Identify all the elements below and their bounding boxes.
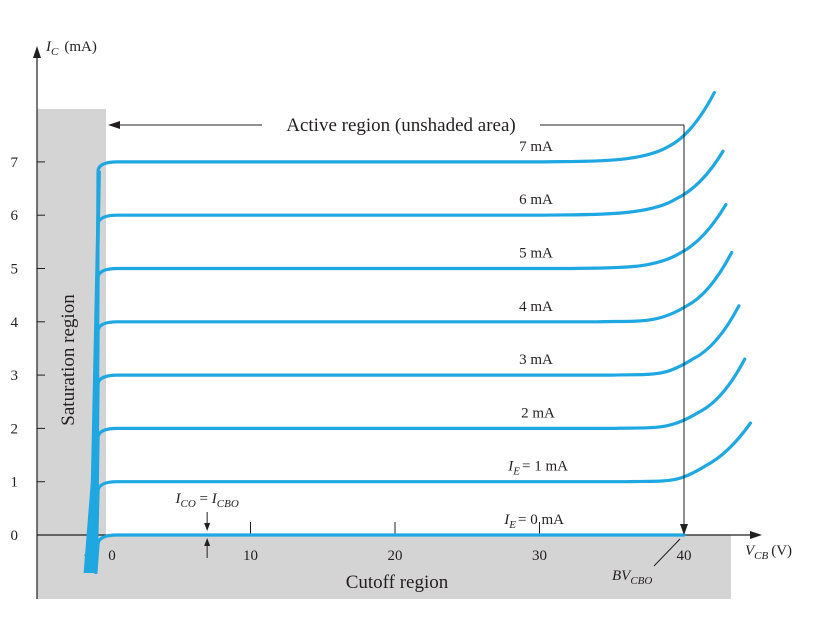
x-tick-label: 0 [108,548,116,564]
curve-label-ie-6: 6 mA [519,192,553,208]
region-shading [37,109,731,599]
curve-ie-0ma [94,533,686,574]
ico-equals: = [196,491,212,507]
ie-symbol: I [503,512,510,528]
curve-label-ie-2: 2 mA [521,405,555,421]
collector-curves [83,91,753,574]
y-tick-label: 4 [11,315,19,331]
curve-ie-4ma [94,250,734,574]
curve-ie-2ma [94,357,747,574]
curve-label-ie-7: 7 mA [519,139,553,155]
x-axis-subscript: CB [754,550,768,562]
x-axis-arrowhead [750,531,762,539]
cutoff-region-shading [37,535,731,599]
active-region-arrow-left [108,121,120,129]
ico-symbol: I [175,491,182,507]
x-tick-label: 10 [243,548,258,564]
y-tick-label: 2 [11,421,19,437]
active-region-label: Active region (unshaded area) [286,115,515,136]
bvcbo-label: BVCBO [612,568,652,587]
curve-label-ie-5: 5 mA [519,246,553,262]
cutoff-region-label: Cutoff region [346,572,449,593]
saturation-region-label: Saturation region [58,294,79,426]
saturation-curve-bundle [83,170,101,573]
bvcbo-arrow [680,524,688,535]
curve-label-value: = 1 mA [522,459,568,475]
x-axis-label: VCB (V) [745,543,792,562]
curve-label-ie-4: 4 mA [519,299,553,315]
ie-symbol: I [507,459,514,475]
curve-ie-1ma [94,421,753,574]
y-axis-symbol: I [45,39,52,55]
ie-subscript: E [508,519,516,531]
y-axis-label: IC (mA) [45,39,97,58]
curve-ie-6ma [94,149,725,574]
ico-icbo-label: ICO = ICBO [175,491,239,510]
y-tick-label: 1 [11,475,19,491]
curve-label-ie-3: 3 mA [519,352,553,368]
ie-subscript: E [512,466,520,478]
x-tick-label: 40 [677,548,692,564]
curve-label-ie-1: IE [507,459,520,478]
icbo-subscript: CBO [217,498,239,510]
y-axis-subscript: C [51,46,59,58]
ico-arrow-down-head [204,523,211,531]
ico-subscript: CO [181,498,196,510]
x-axis-unit: (V) [771,543,792,559]
x-axis-symbol: V [745,543,756,559]
ico-arrow-up-head [204,538,211,546]
curve-ie-7ma [94,91,716,574]
y-tick-label: 5 [11,262,19,278]
curve-ie-5ma [94,202,728,574]
y-axis-arrowhead [33,46,41,58]
x-tick-label: 20 [388,548,403,564]
y-tick-label: 3 [11,368,19,384]
bv-subscript: CBO [630,575,652,587]
x-tick-label: 30 [532,548,547,564]
y-tick-label: 6 [11,208,19,224]
y-axis-unit: (mA) [64,39,97,55]
icbo-symbol: I [211,491,218,507]
curve-label-ie-0: IE [503,512,516,531]
bvcbo-leader [653,538,681,567]
y-tick-label: 7 [11,155,19,171]
bv-symbol: BV [612,568,632,584]
curve-ie-3ma [94,304,741,574]
y-tick-label: 0 [11,528,19,544]
curve-label-value: = 0 mA [518,512,564,528]
